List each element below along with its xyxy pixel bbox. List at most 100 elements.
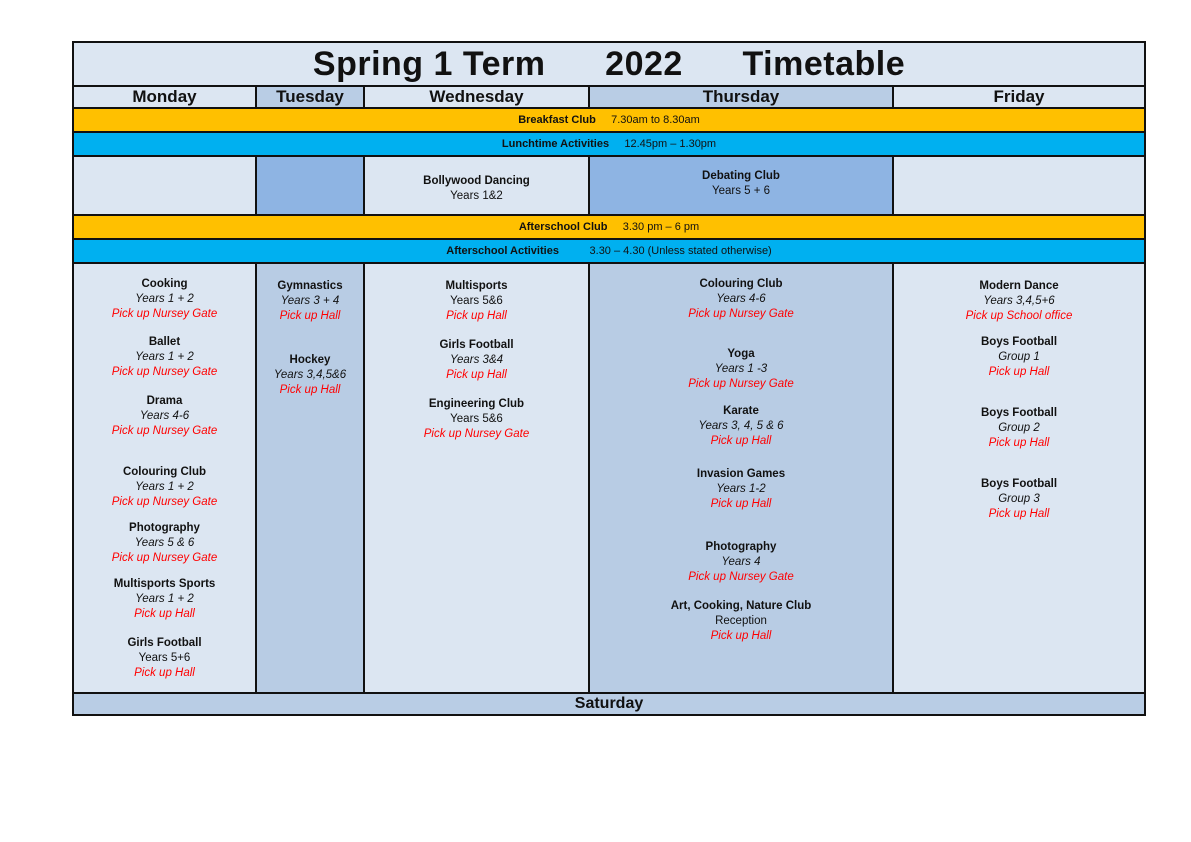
activity-name: Colouring Club: [122, 466, 207, 478]
activity-years: Years 5 + 6: [711, 185, 771, 197]
activity-pickup: Pick up Nursey Gate: [688, 378, 794, 390]
activity-pickup: Pick up Nursey Gate: [688, 571, 794, 583]
activity-years: Years 3, 4, 5 & 6: [698, 420, 784, 432]
activity-years: Years 1 + 2: [135, 593, 194, 605]
activity-years: Years 3 + 4: [280, 295, 340, 307]
lunch-cell-wednesday: Bollywood Dancing Years 1&2: [365, 157, 590, 216]
page-title: Spring 1 Term 2022 Timetable: [74, 43, 1144, 87]
day-header-tuesday: Tuesday: [257, 87, 365, 109]
activity-name: Multisports Sports: [113, 578, 216, 590]
activity-name: Yoga: [727, 348, 755, 360]
lunch-cell-monday: [74, 157, 257, 216]
activity-pickup: Pick up Nursey Gate: [111, 496, 218, 508]
activity-item: Photography Years 4 Pick up Nursey Gate: [590, 540, 892, 585]
activity-years: Years 3&4: [449, 354, 504, 366]
activity-item: Karate Years 3, 4, 5 & 6 Pick up Hall: [590, 404, 892, 449]
activity-pickup: Pick up Hall: [710, 630, 772, 642]
activity-item: Multisports Sports Years 1 + 2 Pick up Hal…: [74, 577, 255, 622]
lunchtime-band: Lunchtime Activities 12.45pm – 1.30pm: [74, 133, 1144, 157]
activity-pickup: Pick up Hall: [279, 384, 341, 396]
day-header-monday: Monday: [74, 87, 257, 109]
activity-pickup: Pick up Hall: [988, 508, 1050, 520]
activity-item: Art, Cooking, Nature Club Reception Pick u…: [590, 599, 892, 644]
activities-column-wednesday: Multisports Years 5&6 Pick up Hall Girls Fo…: [365, 264, 590, 694]
activity-name: Engineering Club: [428, 398, 525, 410]
activity-item: Colouring Club Years 1 + 2 Pick up Nursey …: [74, 465, 255, 510]
activity-item: Engineering Club Years 5&6 Pick up Nursey …: [365, 397, 588, 442]
activity-years: Reception: [715, 615, 767, 627]
activity-item: Boys Football Group 3 Pick up Hall: [894, 477, 1144, 522]
activity-pickup: Pick up Nursey Gate: [423, 428, 530, 440]
title-term: Spring 1 Term: [312, 44, 546, 83]
activity-pickup: Pick up Hall: [710, 435, 772, 447]
activity-name: Debating Club: [702, 170, 780, 182]
title-year: 2022: [605, 44, 683, 83]
activities-column-monday: Cooking Years 1 + 2 Pick up Nursey Gate Bal…: [74, 264, 257, 694]
activity-name: Photography: [129, 522, 200, 534]
band-label: Afterschool Club: [518, 221, 608, 233]
activity-pickup: Pick up School office: [965, 310, 1073, 322]
activity-pickup: Pick up Nursey Gate: [111, 425, 218, 437]
activity-item: Drama Years 4-6 Pick up Nursey Gate: [74, 394, 255, 439]
band-label: Afterschool Activities: [446, 245, 559, 257]
activity-years: Years 5&6: [450, 413, 503, 425]
activity-name: Karate: [723, 405, 759, 417]
activity-pickup: Pick up Hall: [446, 310, 507, 322]
activity-pickup: Pick up Hall: [134, 667, 195, 679]
activity-years: Group 1: [998, 351, 1040, 363]
lunch-cell-thursday: Debating Club Years 5 + 6: [590, 157, 894, 216]
activity-item: Girls Football Years 5+6 Pick up Hall: [74, 636, 255, 681]
activity-pickup: Pick up Hall: [710, 498, 772, 510]
activity-name: Photography: [705, 541, 777, 553]
activity-name: Art, Cooking, Nature Club: [670, 600, 812, 612]
activity-name: Bollywood Dancing: [423, 174, 530, 187]
day-header-wednesday: Wednesday: [365, 87, 590, 109]
activity-years: Years 4-6: [139, 410, 190, 422]
activity-item: Colouring Club Years 4-6 Pick up Nursey Ga…: [590, 277, 892, 322]
activity-item: Boys Football Group 2 Pick up Hall: [894, 406, 1144, 451]
activity-name: Gymnastics: [277, 280, 343, 292]
activity-name: Boys Football: [980, 407, 1058, 419]
activity-item: Girls Football Years 3&4 Pick up Hall: [365, 338, 588, 383]
activity-name: Invasion Games: [696, 468, 786, 480]
activity-item: Modern Dance Years 3,4,5+6 Pick up School …: [894, 279, 1144, 324]
activities-column-friday: Modern Dance Years 3,4,5+6 Pick up School …: [894, 264, 1144, 694]
activity-name: Cooking: [141, 278, 188, 290]
saturday-header: Saturday: [74, 694, 1144, 714]
activity-pickup: Pick up Hall: [988, 366, 1050, 378]
activity-years: Years 5&6: [450, 295, 503, 307]
activities-column-tuesday: Gymnastics Years 3 + 4 Pick up Hall Hockey Y…: [257, 264, 365, 694]
breakfast-club-band: Breakfast Club 7.30am to 8.30am: [74, 109, 1144, 133]
activity-item: Invasion Games Years 1-2 Pick up Hall: [590, 467, 892, 512]
band-time: 3.30 pm – 6 pm: [622, 221, 700, 233]
band-label: Breakfast Club: [518, 114, 596, 126]
activity-years: Years 1 + 2: [135, 481, 194, 493]
activity-years: Years 3,4,5+6: [983, 295, 1055, 307]
activity-name: Girls Football: [439, 339, 514, 351]
afterschool-club-band: Afterschool Club 3.30 pm – 6 pm: [74, 216, 1144, 240]
title-label: Timetable: [742, 44, 906, 83]
activities-column-thursday: Colouring Club Years 4-6 Pick up Nursey Ga…: [590, 264, 894, 694]
activity-pickup: Pick up Hall: [988, 437, 1050, 449]
activity-name: Colouring Club: [699, 278, 783, 290]
activity-years: Years 1 + 2: [135, 293, 194, 305]
band-label: Lunchtime Activities: [501, 138, 610, 150]
activity-item: Ballet Years 1 + 2 Pick up Nursey Gate: [74, 335, 255, 380]
activity-item: Yoga Years 1 -3 Pick up Nursey Gate: [590, 347, 892, 392]
day-header-friday: Friday: [894, 87, 1144, 109]
activity-years: Years 1 -3: [714, 363, 768, 375]
activity-years: Years 3,4,5&6: [273, 369, 347, 381]
activity-years: Group 3: [998, 493, 1040, 505]
lunch-cell-friday: [894, 157, 1144, 216]
activity-years: Years 5+6: [138, 652, 191, 664]
activity-name: Boys Football: [980, 336, 1058, 348]
activity-item: Photography Years 5 & 6 Pick up Nursey Gat…: [74, 521, 255, 566]
activity-name: Boys Football: [980, 478, 1058, 490]
band-time: 3.30 – 4.30 (Unless stated otherwise): [589, 245, 772, 257]
activity-years: Years 1&2: [450, 189, 503, 202]
afterschool-activities-band: Afterschool Activities 3.30 – 4.30 (Unle…: [74, 240, 1144, 264]
lunch-cell-tuesday: [257, 157, 365, 216]
activity-pickup: Pick up Nursey Gate: [111, 366, 218, 378]
activity-pickup: Pick up Nursey Gate: [688, 308, 794, 320]
activity-name: Modern Dance: [979, 280, 1059, 292]
